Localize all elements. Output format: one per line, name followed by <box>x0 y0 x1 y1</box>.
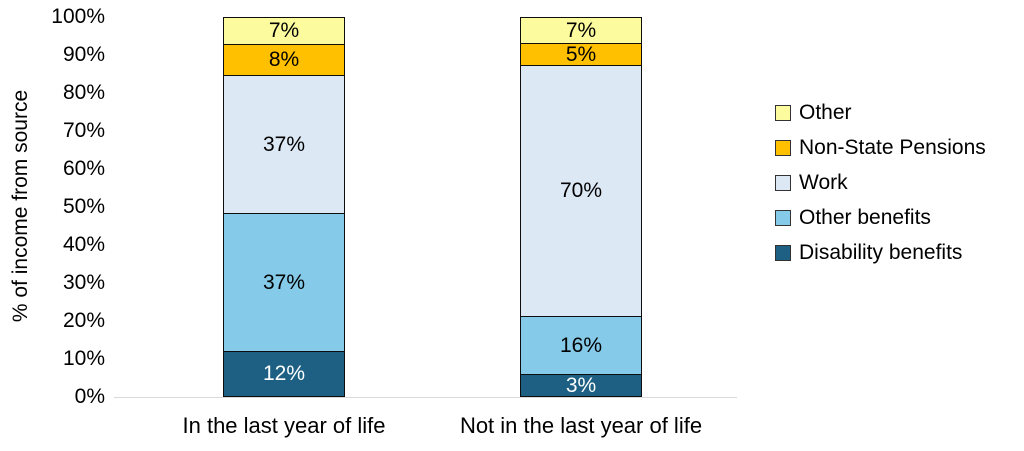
legend-item-work: Work <box>775 165 986 200</box>
segment-disability-benefits: 12% <box>223 350 345 397</box>
y-tick-label: 50% <box>62 195 105 218</box>
legend-item-disability-benefits: Disability benefits <box>775 235 986 270</box>
bar-not-in-the-last-year-of-life: 3% 16% 70% 5% 7% <box>520 17 642 397</box>
y-tick-label: 90% <box>62 43 105 66</box>
segment-work: 70% <box>520 64 642 316</box>
y-tick-label: 70% <box>62 119 105 142</box>
legend-item-other-benefits: Other benefits <box>775 200 986 235</box>
y-tick-label: 0% <box>74 385 105 408</box>
y-tick-label: 80% <box>62 81 105 104</box>
y-axis-title: % of income from source <box>9 89 32 323</box>
y-tick-label: 60% <box>62 157 105 180</box>
x-category-label-not-in-the-last-year-of-life: Not in the last year of life <box>459 413 703 438</box>
legend-label: Non-State Pensions <box>799 135 986 159</box>
legend-swatch-icon <box>775 104 791 121</box>
legend-swatch-icon <box>775 174 791 191</box>
segment-other-benefits: 37% <box>223 212 345 351</box>
segment-value-label: 5% <box>565 42 597 66</box>
legend-swatch-icon <box>775 139 791 156</box>
legend-item-non-state-pensions: Non-State Pensions <box>775 130 986 165</box>
legend: Other Non-State Pensions Work Other benefit… <box>775 95 986 270</box>
segment-other: 7% <box>520 17 642 43</box>
segment-value-label: 8% <box>268 48 300 72</box>
segment-disability-benefits: 3% <box>520 374 642 397</box>
bar-in-the-last-year-of-life: 12% 37% 37% 8% 7% <box>223 16 345 397</box>
segment-work: 37% <box>223 74 345 213</box>
segment-value-label: 7% <box>565 18 597 42</box>
plot-area: 0% 10% 20% 30% 40% 50% 60% 70% 80% 90% 100% 12% 37% 3… <box>51 5 737 408</box>
legend-swatch-icon <box>775 244 791 261</box>
segment-value-label: 37% <box>262 132 306 156</box>
y-tick-label: 100% <box>51 5 105 28</box>
legend-swatch-icon <box>775 209 791 226</box>
y-tick-label: 30% <box>62 271 105 294</box>
segment-value-label: 70% <box>559 179 603 203</box>
y-tick-label: 20% <box>62 309 105 332</box>
y-tick-label: 10% <box>62 347 105 370</box>
segment-value-label: 37% <box>262 270 306 294</box>
segment-value-label: 16% <box>559 333 603 357</box>
x-category-label-in-the-last-year-of-life: In the last year of life <box>182 413 386 438</box>
legend-label: Other <box>799 100 852 124</box>
legend-item-other: Other <box>775 95 986 130</box>
legend-label: Other benefits <box>799 205 931 229</box>
segment-other-benefits: 16% <box>520 315 642 374</box>
segment-non-state-pensions: 8% <box>223 43 345 75</box>
segment-non-state-pensions: 5% <box>520 42 642 66</box>
segment-value-label: 3% <box>565 374 597 397</box>
segment-value-label: 12% <box>262 362 306 386</box>
legend-label: Work <box>799 170 848 194</box>
y-tick-label: 40% <box>62 233 105 256</box>
segment-other: 7% <box>223 16 345 44</box>
segment-value-label: 7% <box>268 19 300 43</box>
legend-label: Disability benefits <box>799 240 963 264</box>
